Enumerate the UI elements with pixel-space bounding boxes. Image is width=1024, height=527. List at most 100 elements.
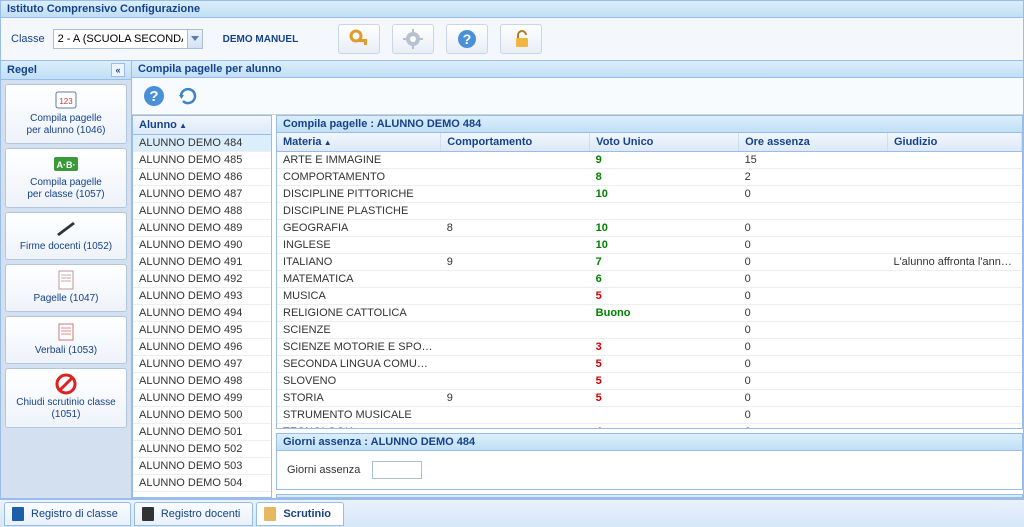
cell-ore: 0 [739,322,888,339]
table-row[interactable]: SLOVENO50 [277,373,1022,390]
help-icon: ? [143,85,165,107]
cell-giudizio [887,305,1021,322]
cell-comportamento [441,356,590,373]
sidebar-item-label: Pagelle (1047) [8,293,124,305]
key-icon [348,28,370,50]
main-panel: Compila pagelle per alunno ? Alunno ALUN… [132,61,1024,499]
alunno-row[interactable]: ALUNNO DEMO 501 [133,424,271,441]
alunno-row[interactable]: ALUNNO DEMO 494 [133,305,271,322]
alunno-row[interactable]: ALUNNO DEMO 499 [133,390,271,407]
cell-materia: RELIGIONE CATTOLICA [277,305,441,322]
column-header[interactable]: Materia [277,133,441,152]
unlock-icon [511,29,531,49]
column-header[interactable]: Ore assenza [739,133,888,152]
cell-voto: 7 [590,254,739,271]
cell-giudizio [887,339,1021,356]
sidebar-item-label: Compila pagelle per alunno (1046) [8,113,124,137]
table-row[interactable]: RELIGIONE CATTOLICABuono0 [277,305,1022,322]
alunno-row[interactable]: ALUNNO DEMO 485 [133,152,271,169]
cell-ore: 0 [739,220,888,237]
chevron-down-icon[interactable] [187,30,201,48]
table-row[interactable]: GEOGRAFIA8100 [277,220,1022,237]
help-icon: ? [457,29,477,49]
alunno-row[interactable]: ALUNNO DEMO 486 [133,169,271,186]
sidebar-item[interactable]: Firme docenti (1052) [5,212,127,260]
alunno-row[interactable]: ALUNNO DEMO 500 [133,407,271,424]
tab[interactable]: Registro docenti [134,502,254,526]
cell-giudizio [887,356,1021,373]
alunno-row[interactable]: ALUNNO DEMO 498 [133,373,271,390]
alunno-column-header[interactable]: Alunno [133,116,271,135]
table-row[interactable]: ARTE E IMMAGINE915 [277,152,1022,169]
help-button[interactable]: ? [446,24,488,54]
column-header[interactable]: Giudizio [887,133,1021,152]
cell-voto [590,322,739,339]
table-row[interactable]: MUSICA50 [277,288,1022,305]
alunno-row[interactable]: ALUNNO DEMO 493 [133,288,271,305]
alunno-row[interactable]: ALUNNO DEMO 492 [133,271,271,288]
sidebar-item[interactable]: 123Compila pagelle per alunno (1046) [5,84,127,144]
alunno-row[interactable]: ALUNNO DEMO 495 [133,322,271,339]
cell-voto [590,203,739,220]
classe-input[interactable] [54,30,188,48]
cell-materia: ITALIANO [277,254,441,271]
table-row[interactable]: COMPORTAMENTO82 [277,169,1022,186]
cell-materia: ARTE E IMMAGINE [277,152,441,169]
alunno-row[interactable]: ALUNNO DEMO 489 [133,220,271,237]
table-row[interactable]: SECONDA LINGUA COMUNITARIA50 [277,356,1022,373]
table-row[interactable]: MATEMATICA60 [277,271,1022,288]
assenza-input[interactable] [372,461,422,479]
cell-materia: INGLESE [277,237,441,254]
alunno-row[interactable]: ALUNNO DEMO 484 [133,135,271,152]
sidebar-item[interactable]: A·B·Compila pagelle per classe (1057) [5,148,127,208]
alunno-row[interactable]: ALUNNO DEMO 504 [133,475,271,492]
cell-materia: STRUMENTO MUSICALE [277,407,441,424]
table-row[interactable]: STORIA950 [277,390,1022,407]
alunno-row[interactable]: ALUNNO DEMO 487 [133,186,271,203]
classe-select[interactable] [53,29,203,49]
column-header[interactable]: Voto Unico [590,133,739,152]
cell-voto [590,407,739,424]
table-row[interactable]: DISCIPLINE PITTORICHE100 [277,186,1022,203]
tab[interactable]: Scrutinio [256,502,344,526]
cell-voto: 10 [590,237,739,254]
cell-ore: 0 [739,305,888,322]
alunno-row[interactable]: ALUNNO DEMO 496 [133,339,271,356]
cell-voto: 5 [590,356,739,373]
refresh-button[interactable] [174,82,202,110]
table-row[interactable]: TECNOLOGIA40 [277,424,1022,429]
key-button[interactable] [338,24,380,54]
alunno-row[interactable]: ALUNNO DEMO 490 [133,237,271,254]
alunno-row[interactable]: ALUNNO DEMO 502 [133,441,271,458]
table-row[interactable]: INGLESE100 [277,237,1022,254]
table-row[interactable]: STRUMENTO MUSICALE0 [277,407,1022,424]
cell-voto: 8 [590,169,739,186]
tab[interactable]: Registro di classe [4,502,131,526]
cell-giudizio [887,322,1021,339]
table-row[interactable]: SCIENZE MOTORIE E SPORTIVE30 [277,339,1022,356]
svg-text:A·B·: A·B· [57,160,76,170]
doc-icon [8,269,124,291]
help-button-2[interactable]: ? [140,82,168,110]
cell-materia: SLOVENO [277,373,441,390]
cell-ore: 0 [739,390,888,407]
sidebar-item[interactable]: Pagelle (1047) [5,264,127,312]
alunno-row[interactable]: ALUNNO DEMO 491 [133,254,271,271]
table-row[interactable]: ITALIANO970L'alunno affronta l'anno in m… [277,254,1022,271]
cell-ore: 0 [739,254,888,271]
tab-label: Scrutinio [283,508,331,520]
table-row[interactable]: SCIENZE0 [277,322,1022,339]
collapse-icon[interactable]: « [111,63,125,77]
alunno-row[interactable]: ALUNNO DEMO 503 [133,458,271,475]
unlock-button[interactable] [500,24,542,54]
table-row[interactable]: DISCIPLINE PLASTICHE [277,203,1022,220]
alunno-row[interactable]: ALUNNO DEMO 488 [133,203,271,220]
alunno-row[interactable]: ALUNNO DEMO 497 [133,356,271,373]
cell-comportamento: 8 [441,220,590,237]
column-header[interactable]: Comportamento [441,133,590,152]
settings-button[interactable] [392,24,434,54]
sidebar-item[interactable]: Verbali (1053) [5,316,127,364]
cell-voto: 4 [590,424,739,429]
app-title: Istituto Comprensivo Configurazione [0,0,1024,18]
sidebar-item[interactable]: Chiudi scrutinio classe (1051) [5,368,127,428]
